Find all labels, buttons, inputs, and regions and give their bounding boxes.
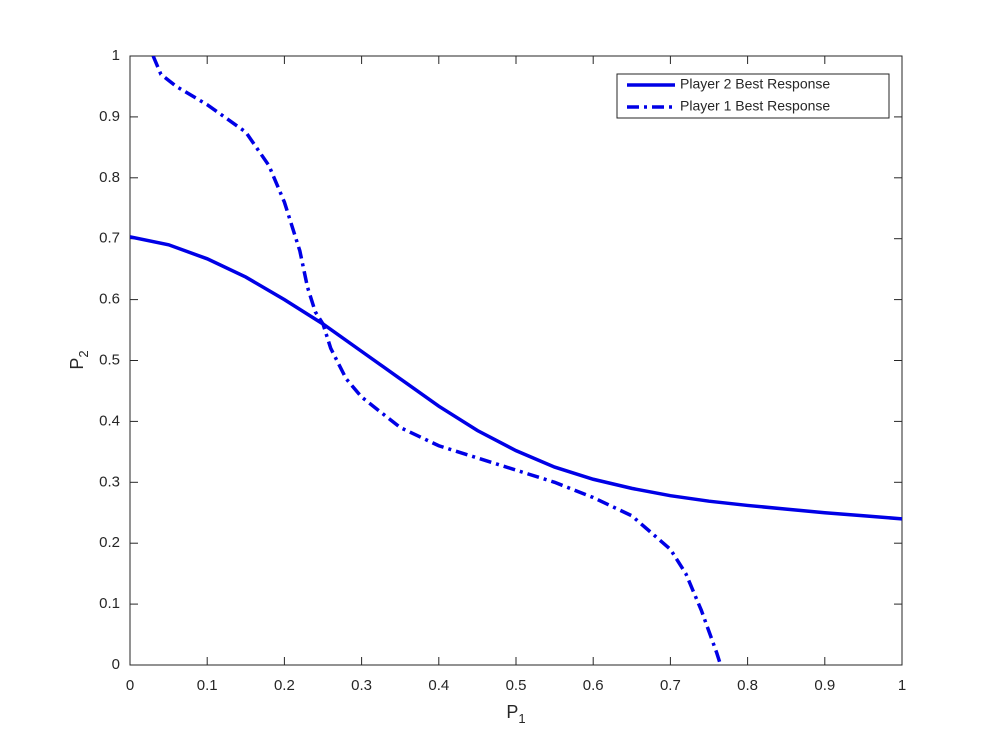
y-tick-label: 0.4: [99, 412, 120, 429]
y-label-sub: 2: [76, 350, 91, 357]
y-axis-label: P2: [67, 350, 92, 369]
y-tick-label: 0.6: [99, 291, 120, 308]
y-tick-label: 0.2: [99, 534, 120, 551]
x-tick-label: 0.3: [351, 677, 372, 694]
x-tick-label: 0.6: [583, 677, 604, 694]
series-line: [130, 235, 902, 521]
legend-box: [616, 73, 890, 119]
x-axis-label: P1: [506, 702, 525, 727]
x-label-base: P: [506, 702, 518, 722]
y-tick-label: 0: [112, 656, 120, 673]
legend-label: Player 1 Best Response: [680, 98, 830, 114]
y-tick-label: 1: [112, 47, 120, 64]
y-tick-label: 0.9: [99, 108, 120, 125]
x-tick-label: 0: [126, 677, 134, 694]
x-tick-label: 0.8: [737, 677, 758, 694]
y-tick-label: 0.3: [99, 473, 120, 490]
y-tick-label: 0.7: [99, 230, 120, 247]
series-line: [151, 56, 723, 665]
y-tick-label: 0.8: [99, 169, 120, 186]
y-tick-label: 0.1: [99, 595, 120, 612]
x-tick-label: 1: [898, 677, 906, 694]
x-tick-label: 0.5: [506, 677, 527, 694]
x-tick-label: 0.4: [428, 677, 449, 694]
x-tick-label: 0.9: [814, 677, 835, 694]
x-tick-label: 0.1: [197, 677, 218, 694]
legend-label: Player 2 Best Response: [680, 76, 830, 92]
x-tick-label: 0.2: [274, 677, 295, 694]
y-tick-label: 0.5: [99, 351, 120, 368]
x-label-sub: 1: [518, 711, 525, 726]
y-label-base: P: [67, 358, 87, 370]
axes-box: [129, 55, 903, 666]
x-tick-label: 0.7: [660, 677, 681, 694]
